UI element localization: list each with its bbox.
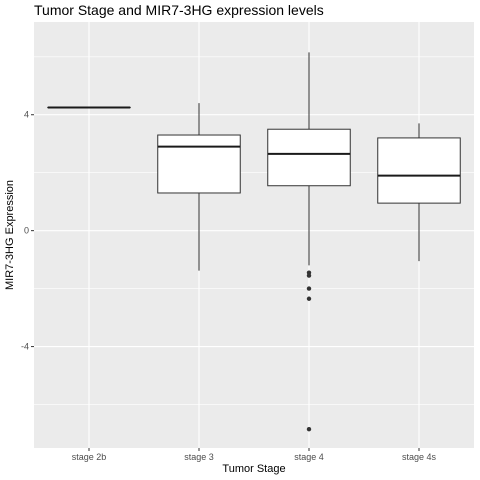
iqr-box (157, 134, 241, 194)
outlier-point (306, 273, 312, 278)
chart-title: Tumor Stage and MIR7-3HG expression leve… (34, 2, 324, 18)
x-axis-title: Tumor Stage (222, 463, 285, 475)
x-tick-label: stage 3 (184, 452, 214, 462)
outlier-point (306, 286, 312, 291)
y-tick-label: -4 (21, 342, 29, 352)
box-stage-3 (157, 103, 241, 271)
y-tick-label: 4 (24, 110, 29, 120)
box-stage-4s (377, 123, 461, 262)
x-tick-label: stage 4s (402, 452, 437, 462)
y-axis: -4 0 4 (21, 110, 34, 352)
plot-panel (34, 22, 474, 448)
box-series (47, 52, 461, 432)
x-tick-label: stage 2b (72, 452, 107, 462)
outlier-point (306, 296, 312, 301)
iqr-box (267, 128, 351, 187)
x-tick-label: stage 4 (294, 452, 324, 462)
box-stage-4 (267, 52, 351, 432)
outlier-point (306, 426, 312, 432)
y-axis-title: MIR7-3HG Expression (4, 180, 16, 290)
x-axis: stage 2b stage 3 stage 4 stage 4s (72, 448, 437, 462)
iqr-box (377, 137, 461, 204)
y-tick-label: 0 (24, 226, 29, 236)
